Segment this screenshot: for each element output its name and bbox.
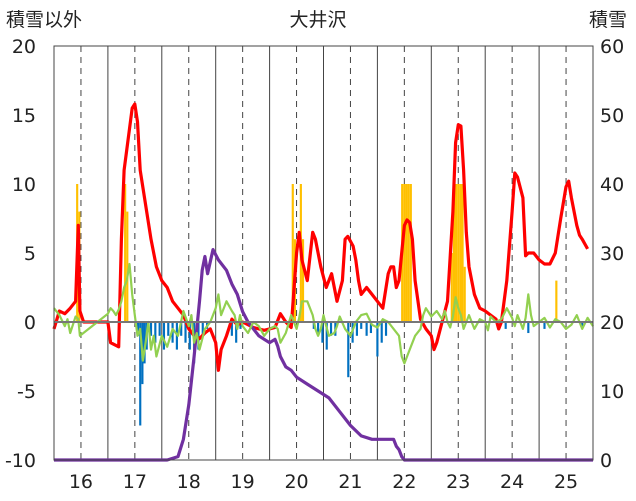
temperature-line — [52, 102, 589, 372]
x-tick-label: 17 — [123, 471, 147, 493]
negative-bar — [543, 322, 546, 329]
plot-border — [53, 45, 594, 461]
negative-bar — [230, 322, 233, 336]
negative-bar — [139, 322, 142, 426]
precipitation-bar — [455, 184, 458, 322]
precipitation-bar — [407, 184, 410, 322]
left-tick-label: 20 — [12, 36, 36, 58]
negative-bar — [347, 322, 350, 378]
negative-bar — [162, 322, 166, 350]
negative-bar — [235, 322, 238, 343]
negative-bar — [154, 322, 157, 343]
precipitation-bar — [126, 211, 129, 322]
negative-bar — [380, 322, 383, 343]
negative-bar — [317, 322, 320, 334]
left-tick-label: 15 — [12, 105, 36, 127]
precipitation-bar — [301, 239, 305, 322]
negative-bar — [376, 322, 379, 357]
precipitation-bar — [461, 184, 464, 322]
green-series-line — [53, 262, 594, 365]
snow-depth-line — [54, 248, 593, 462]
precipitation-bar — [457, 184, 460, 322]
precipitation-bar — [463, 266, 466, 322]
left-tick-label: 10 — [12, 174, 36, 196]
left-tick-label: -10 — [5, 450, 36, 472]
negative-bar — [329, 322, 333, 336]
negative-bar — [384, 322, 388, 336]
x-tick-label: 24 — [500, 471, 524, 493]
left-tick-label: 5 — [24, 243, 36, 265]
negative-bar — [360, 322, 363, 329]
precipitation-bar — [555, 280, 558, 322]
negative-bar — [325, 322, 328, 350]
chart-title: 大井沢 — [289, 9, 347, 31]
negative-bar — [201, 322, 204, 336]
negative-bar — [369, 322, 373, 334]
negative-bar — [239, 322, 242, 329]
precipitation-bar — [450, 253, 453, 322]
negative-bar — [184, 322, 187, 343]
negative-bar — [158, 322, 161, 336]
negative-bar — [167, 322, 170, 336]
left-tick-label: -5 — [17, 381, 36, 403]
x-tick-label: 16 — [69, 471, 93, 493]
negative-bar — [365, 322, 368, 336]
negative-bar — [197, 322, 200, 350]
right-tick-label: 10 — [600, 381, 624, 403]
negative-bar — [180, 322, 183, 336]
negative-bar — [504, 322, 507, 329]
negative-bar — [581, 322, 584, 327]
precipitation-bar — [403, 184, 406, 322]
right-tick-label: 30 — [600, 243, 624, 265]
right-axis-label: 積雪 — [589, 9, 628, 31]
precipitation-bar — [409, 184, 412, 322]
negative-bar — [321, 322, 324, 343]
precipitation-bar — [452, 197, 456, 322]
right-tick-label: 20 — [600, 312, 624, 334]
x-tick-label: 22 — [392, 471, 416, 493]
negative-bar — [149, 322, 153, 336]
x-tick-label: 25 — [554, 471, 578, 493]
negative-bar — [527, 322, 530, 334]
negative-bar — [137, 322, 140, 336]
negative-bar — [188, 322, 191, 350]
x-tick-label: 21 — [338, 471, 362, 493]
right-tick-label: 40 — [600, 174, 624, 196]
x-tick-label: 19 — [231, 471, 255, 493]
right-tick-label: 0 — [600, 450, 612, 472]
precipitation-bar — [405, 184, 408, 322]
right-tick-label: 60 — [600, 36, 624, 58]
precipitation-bar — [459, 184, 462, 322]
left-axis-label: 積雪以外 — [6, 9, 83, 31]
precipitation-bar — [291, 184, 294, 322]
negative-bar — [355, 322, 358, 336]
x-tick-label: 20 — [284, 471, 308, 493]
precipitation-bar — [124, 184, 127, 322]
right-tick-label: 50 — [600, 105, 624, 127]
x-tick-label: 18 — [177, 471, 201, 493]
left-tick-label: 0 — [24, 312, 36, 334]
x-tick-label: 23 — [446, 471, 470, 493]
